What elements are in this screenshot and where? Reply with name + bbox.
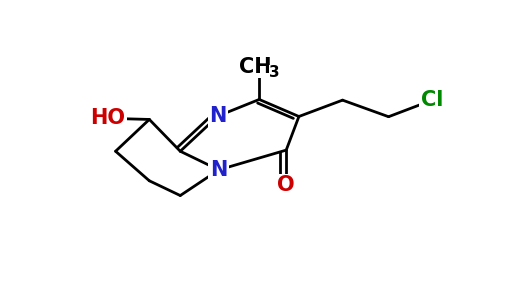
Text: N: N [209, 106, 227, 126]
Text: CH: CH [239, 57, 271, 77]
Text: N: N [210, 160, 227, 180]
Text: 3: 3 [269, 65, 280, 80]
Text: HO: HO [90, 108, 125, 128]
Text: O: O [278, 175, 295, 195]
Text: Cl: Cl [421, 90, 443, 110]
